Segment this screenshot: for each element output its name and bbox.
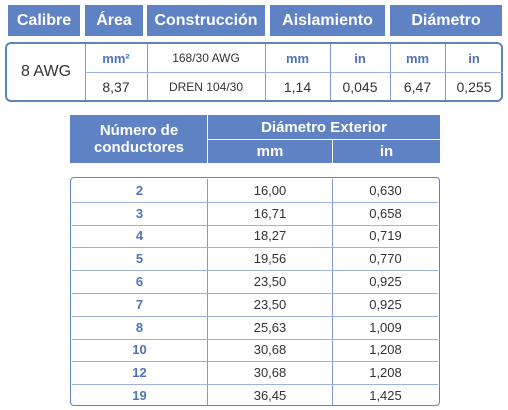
value-cell: 1,14 (283, 79, 312, 95)
value-cell: 0,045 (342, 79, 378, 95)
row-divider (72, 384, 438, 386)
unit-cell: in (468, 50, 480, 66)
conductor-count: 6 (135, 274, 144, 290)
diameter-in: 1,208 (369, 342, 402, 358)
diameter-mm: 16,00 (253, 182, 287, 198)
header-divider (208, 139, 440, 140)
value-cell: 0,255 (456, 79, 492, 95)
diameter-in: 0,630 (369, 182, 402, 198)
header-mm: mm (208, 140, 332, 163)
conductor-count: 10 (132, 342, 147, 358)
unit-cell: mm (285, 50, 310, 66)
unit-cell: mm² (102, 50, 130, 66)
diameter-in: 1,208 (369, 365, 402, 381)
conductor-count: 4 (135, 228, 144, 244)
value-cell: DREN 104/30 (168, 80, 244, 94)
diameter-mm: 30,68 (253, 365, 287, 381)
header-diameter: Diámetro Exterior (208, 115, 440, 139)
header-divider (207, 115, 208, 163)
row-divider (72, 338, 438, 340)
row-divider (72, 201, 438, 203)
conductor-count: 12 (132, 365, 147, 381)
unit-cell: mm (405, 50, 430, 66)
header-cell: Diámetro (390, 5, 502, 36)
row-divider (85, 72, 503, 73)
header-cell: Construcción (147, 5, 265, 36)
header-cell: Calibre (8, 5, 80, 36)
diameter-in: 1,425 (369, 388, 402, 404)
diameter-mm: 16,71 (253, 205, 287, 221)
value-cell: 6,47 (403, 79, 432, 95)
diameter-mm: 30,68 (253, 342, 287, 358)
gauge: 8 AWG (20, 63, 72, 80)
col-divider (332, 179, 333, 405)
conductor-count: 3 (135, 205, 144, 221)
conductor-count: 8 (135, 319, 144, 335)
diameter-mm: 23,50 (253, 274, 287, 290)
header-cell: Área (85, 5, 143, 36)
diameter-mm: 25,63 (253, 319, 287, 335)
diameter-in: 0,658 (369, 205, 402, 221)
row-divider (72, 315, 438, 317)
diameter-mm: 19,56 (253, 251, 287, 267)
row-divider (72, 224, 438, 226)
value-cell: 8,37 (102, 79, 130, 95)
diameter-mm: 36,45 (253, 388, 287, 404)
row-divider (72, 361, 438, 363)
header-in: in (333, 140, 440, 163)
unit-cell: 168/30 AWG (172, 51, 240, 65)
header-divider (332, 139, 333, 163)
diameter-in: 0,925 (369, 274, 402, 290)
diameter-in: 0,925 (369, 296, 402, 312)
row-divider (72, 270, 438, 272)
diameter-in: 1,009 (369, 319, 402, 335)
col-divider (207, 179, 208, 405)
diameter-in: 0,770 (369, 251, 402, 267)
conductor-count: 5 (135, 251, 144, 267)
diameter-mm: 23,50 (253, 296, 287, 312)
conductor-count: 7 (135, 296, 144, 312)
diameter-mm: 18,27 (253, 228, 287, 244)
diameter-in: 0,719 (369, 228, 402, 244)
unit-cell: in (354, 50, 366, 66)
header-conductors: Número de conductores (72, 115, 206, 163)
conductor-count: 2 (135, 182, 144, 198)
header-cell: Aislamiento (270, 5, 385, 36)
conductor-count: 19 (132, 388, 147, 404)
row-divider (72, 247, 438, 249)
diameter-box (70, 177, 440, 406)
row-divider (72, 293, 438, 294)
